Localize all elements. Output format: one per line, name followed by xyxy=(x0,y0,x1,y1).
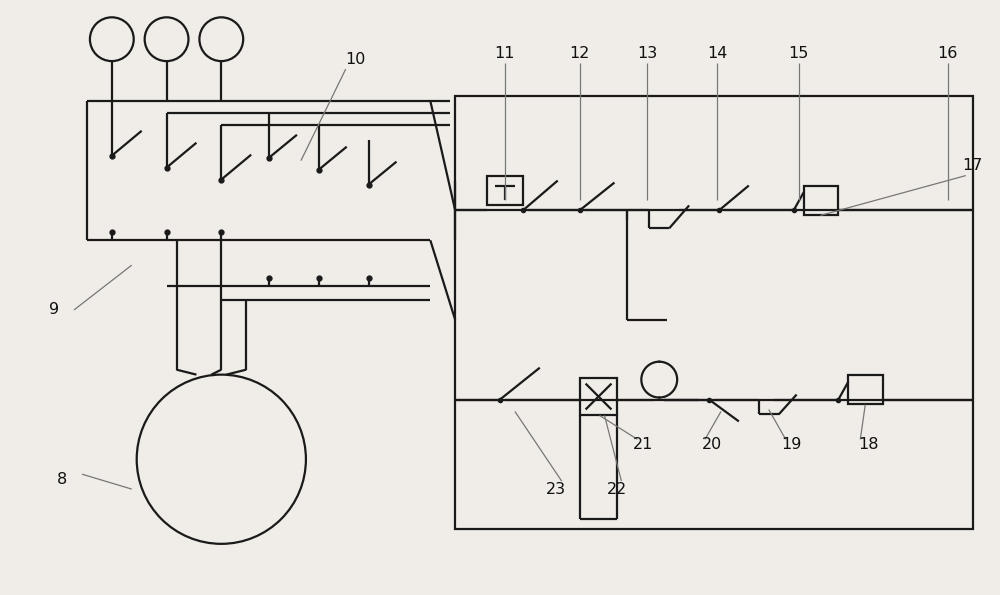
Text: 11: 11 xyxy=(495,46,515,61)
Text: 14: 14 xyxy=(707,46,727,61)
Text: 15: 15 xyxy=(788,46,809,61)
Text: 20: 20 xyxy=(702,437,722,452)
Text: 9: 9 xyxy=(49,302,59,318)
Text: 10: 10 xyxy=(345,52,366,67)
Text: 22: 22 xyxy=(607,481,628,497)
Bar xyxy=(455,96,973,529)
Text: 19: 19 xyxy=(781,437,802,452)
Text: 17: 17 xyxy=(963,158,983,173)
Text: 8: 8 xyxy=(57,472,67,487)
Bar xyxy=(487,176,523,205)
Bar xyxy=(804,186,838,215)
Bar xyxy=(580,378,617,415)
Text: 16: 16 xyxy=(938,46,958,61)
Text: 18: 18 xyxy=(858,437,879,452)
Text: 13: 13 xyxy=(637,46,657,61)
Text: 23: 23 xyxy=(546,481,566,497)
Text: 12: 12 xyxy=(569,46,590,61)
Text: 21: 21 xyxy=(633,437,654,452)
Bar xyxy=(848,375,883,405)
